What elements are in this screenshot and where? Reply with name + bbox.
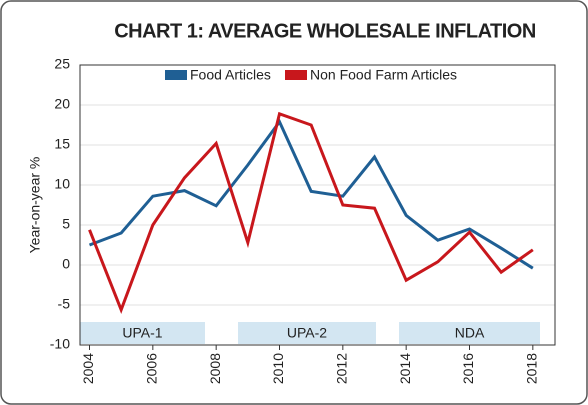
y-tick-label: 5 <box>62 216 70 232</box>
period-band <box>399 322 540 344</box>
period-label: UPA-2 <box>287 325 327 341</box>
legend-swatch <box>285 70 307 80</box>
legend-swatch <box>165 70 187 80</box>
y-tick-label: -5 <box>58 296 71 312</box>
x-tick-label: 2016 <box>460 353 476 384</box>
x-tick-label: 2018 <box>524 353 540 384</box>
plot-border <box>79 64 556 346</box>
legend-label: Non Food Farm Articles <box>310 67 457 83</box>
y-tick-label: 25 <box>54 56 70 72</box>
y-tick-label: -10 <box>50 336 70 352</box>
period-label: UPA-1 <box>122 325 162 341</box>
x-tick-label: 2014 <box>397 353 413 384</box>
y-axis-label: Year-on-year % <box>27 157 43 254</box>
y-tick-label: 0 <box>62 256 70 272</box>
x-tick-label: 2008 <box>207 353 223 384</box>
chart-title: CHART 1: AVERAGE WHOLESALE INFLATION <box>114 20 536 42</box>
x-tick-label: 2006 <box>144 353 160 384</box>
period-band <box>80 322 205 344</box>
y-tick-label: 20 <box>54 96 70 112</box>
x-tick-label: 2004 <box>80 353 96 384</box>
y-tick-label: 10 <box>54 176 70 192</box>
period-band <box>238 322 376 344</box>
x-tick-label: 2010 <box>270 353 286 384</box>
x-tick-label: 2012 <box>334 353 350 384</box>
series-line <box>88 111 534 314</box>
series-line <box>88 118 534 270</box>
legend-label: Food Articles <box>190 67 271 83</box>
period-label: NDA <box>455 325 485 341</box>
y-tick-label: 15 <box>54 136 70 152</box>
